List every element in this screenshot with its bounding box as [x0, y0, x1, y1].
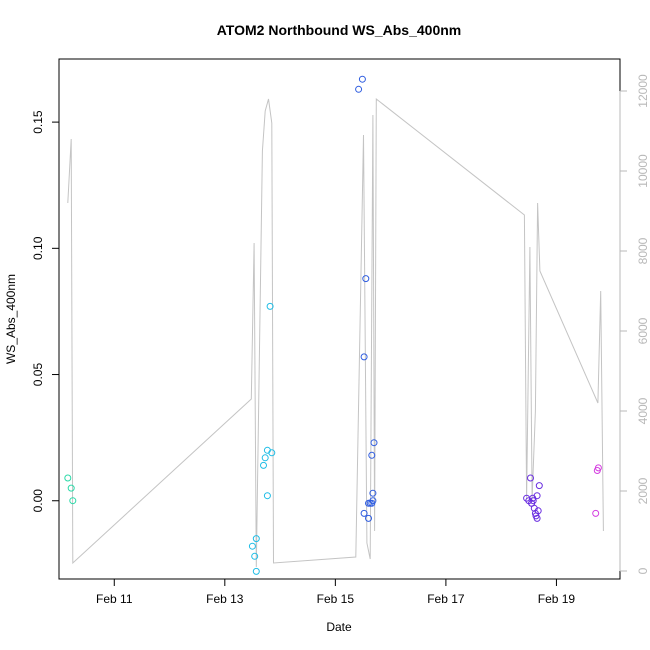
data-point	[355, 85, 363, 93]
data-point	[369, 497, 377, 505]
y2-tick-label: 4000	[636, 397, 650, 424]
y-axis-label: WS_Abs_400nm	[4, 274, 18, 364]
data-point	[260, 461, 267, 469]
data-point	[592, 509, 600, 517]
data-point	[251, 552, 259, 560]
y2-tick-label: 2000	[636, 477, 650, 504]
data-point	[368, 451, 376, 459]
y-tick-label: 0.00	[31, 489, 45, 513]
x-axis: Feb 11 Feb 13 Feb 15 Feb 17 Feb 19	[96, 578, 576, 606]
data-point	[64, 474, 72, 482]
x-axis-label: Date	[326, 620, 352, 634]
y-tick-label: 0.10	[31, 236, 45, 260]
y2-tick-label: 10000	[636, 154, 650, 188]
x-tick-label: Feb 15	[317, 592, 355, 606]
x-tick-label: Feb 19	[538, 592, 576, 606]
data-point	[268, 449, 276, 457]
data-point	[358, 75, 366, 83]
data-point	[248, 542, 256, 550]
secondary-series-layer	[67, 97, 604, 568]
y-axis-right: 0 2000 4000 6000 8000 10000 12000	[619, 74, 650, 574]
x-tick-label: Feb 17	[427, 592, 465, 606]
data-point	[67, 484, 75, 492]
data-point	[252, 535, 260, 543]
data-point	[534, 507, 542, 515]
data-point	[370, 439, 378, 447]
chart-title: ATOM2 Northbound WS_Abs_400nm	[217, 22, 462, 38]
data-point	[369, 489, 377, 497]
y2-tick-label: 12000	[636, 74, 650, 108]
x-tick-label: Feb 13	[206, 592, 244, 606]
secondary-series-line	[67, 97, 604, 568]
data-point	[261, 454, 269, 462]
data-point	[69, 497, 77, 505]
y-tick-label: 0.15	[31, 110, 45, 134]
data-point	[535, 482, 543, 490]
y-axis-left: 0.00 0.05 0.10 0.15	[31, 110, 60, 513]
data-point	[360, 509, 368, 517]
data-point	[266, 302, 274, 310]
data-points-layer	[64, 75, 602, 575]
y-tick-label: 0.05	[31, 363, 45, 387]
data-point	[362, 275, 370, 283]
data-point	[263, 492, 271, 500]
data-point	[533, 514, 541, 522]
data-point	[533, 492, 541, 500]
data-point	[527, 474, 534, 482]
x-tick-label: Feb 11	[96, 592, 133, 606]
y2-tick-label: 6000	[636, 317, 650, 344]
y2-tick-label: 8000	[636, 237, 650, 264]
data-point	[365, 514, 372, 522]
y2-tick-label: 0	[636, 567, 650, 574]
data-point	[360, 353, 368, 361]
data-point	[252, 567, 260, 575]
data-point	[594, 464, 602, 472]
data-point	[528, 499, 536, 507]
